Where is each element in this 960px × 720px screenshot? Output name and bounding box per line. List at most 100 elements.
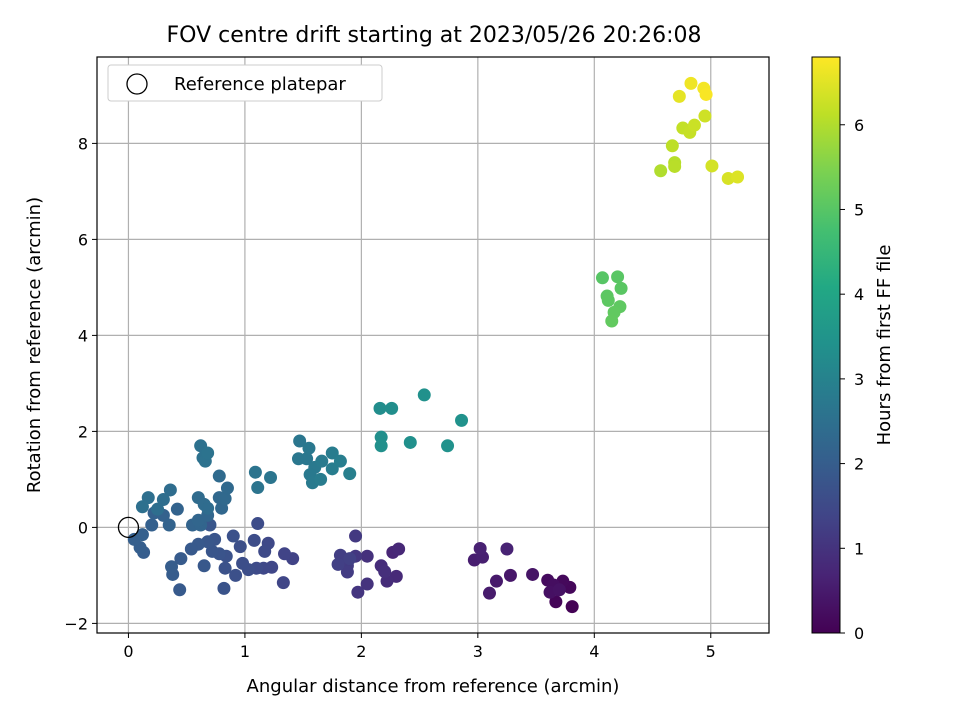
data-point — [699, 87, 713, 101]
colorbar-tick-label: 1 — [854, 539, 864, 558]
data-point — [333, 454, 347, 468]
data-point — [145, 518, 159, 532]
data-point — [156, 493, 170, 507]
data-points — [127, 76, 745, 614]
data-point — [378, 565, 392, 579]
data-point — [360, 549, 374, 563]
x-axis-label: Angular distance from reference (arcmin) — [247, 676, 620, 697]
data-point — [135, 500, 149, 514]
data-point — [300, 452, 314, 466]
data-point — [343, 467, 357, 481]
data-point — [672, 89, 686, 103]
data-point — [233, 540, 247, 554]
data-point — [351, 585, 365, 599]
data-point — [247, 533, 261, 547]
colorbar-gradient — [811, 56, 841, 634]
data-point — [201, 501, 215, 515]
data-point — [403, 435, 417, 449]
data-point — [489, 574, 503, 588]
data-point — [668, 159, 682, 173]
data-point — [220, 481, 234, 495]
data-point — [302, 441, 316, 455]
data-point — [135, 528, 149, 542]
data-point — [236, 556, 250, 570]
data-point — [226, 529, 240, 543]
data-point — [473, 542, 487, 556]
y-tick-label: 6 — [78, 230, 88, 249]
data-point — [218, 561, 232, 575]
data-point — [293, 434, 307, 448]
y-tick-label: 4 — [78, 326, 88, 345]
colorbar-tick-label: 3 — [854, 370, 864, 389]
data-point — [665, 139, 679, 153]
data-point — [654, 164, 668, 178]
data-point — [552, 583, 566, 597]
data-point — [595, 271, 609, 285]
x-tick-label: 0 — [123, 642, 133, 661]
data-point — [441, 439, 455, 453]
reference-platepar-marker — [117, 516, 140, 539]
y-tick-label: −2 — [64, 614, 88, 633]
data-point — [170, 502, 184, 516]
data-point — [264, 470, 278, 484]
data-point — [349, 529, 363, 543]
data-point — [601, 293, 615, 307]
x-tick-label: 5 — [706, 642, 716, 661]
data-point — [278, 547, 292, 561]
data-point — [374, 439, 388, 453]
y-tick-label: 2 — [78, 422, 88, 441]
data-point — [373, 401, 387, 415]
data-point — [605, 314, 619, 328]
data-point — [205, 544, 219, 558]
data-point — [184, 542, 198, 556]
data-point — [251, 481, 265, 495]
data-point — [162, 518, 176, 532]
reference-marker-group — [117, 516, 140, 539]
y-tick-label: 0 — [78, 518, 88, 537]
data-point — [218, 492, 232, 506]
grid-lines — [97, 57, 769, 633]
x-tick-label: 4 — [589, 642, 599, 661]
y-tick-label: 8 — [78, 134, 88, 153]
data-point — [340, 565, 354, 579]
data-point — [417, 388, 431, 402]
y-axis-label: Rotation from reference (arcmin) — [24, 197, 45, 493]
colorbar-tick-label: 4 — [854, 285, 864, 304]
data-point — [614, 281, 628, 295]
data-point — [731, 170, 745, 184]
legend: Reference platepar — [107, 64, 383, 102]
data-point — [163, 483, 177, 497]
plot-frame — [96, 56, 770, 634]
data-point — [698, 109, 712, 123]
data-point — [611, 270, 625, 284]
data-point — [482, 586, 496, 600]
data-point — [549, 595, 563, 609]
data-point — [687, 118, 701, 132]
colorbar-ticks: 0 1 2 3 4 5 6 — [840, 116, 864, 643]
data-point — [503, 568, 517, 582]
data-point — [197, 559, 211, 573]
x-tick-label: 1 — [240, 642, 250, 661]
x-tick-label: 3 — [473, 642, 483, 661]
data-point — [258, 544, 272, 558]
data-point — [705, 159, 719, 173]
colorbar-tick-label: 6 — [854, 116, 864, 135]
data-point — [229, 568, 243, 582]
data-point — [201, 446, 215, 460]
data-point — [325, 462, 339, 476]
data-point — [385, 401, 399, 415]
legend-box — [107, 64, 383, 102]
data-point — [248, 465, 262, 479]
data-point — [684, 76, 698, 90]
data-point — [565, 600, 579, 614]
data-point — [455, 413, 469, 427]
data-point — [173, 583, 187, 597]
data-point — [165, 560, 179, 574]
data-point — [315, 454, 329, 468]
data-point — [314, 472, 328, 486]
colorbar-tick-label: 0 — [854, 624, 864, 643]
data-point — [500, 542, 514, 556]
y-axis-ticks: −2 0 2 4 6 8 — [64, 134, 97, 633]
legend-label: Reference platepar — [174, 74, 346, 95]
